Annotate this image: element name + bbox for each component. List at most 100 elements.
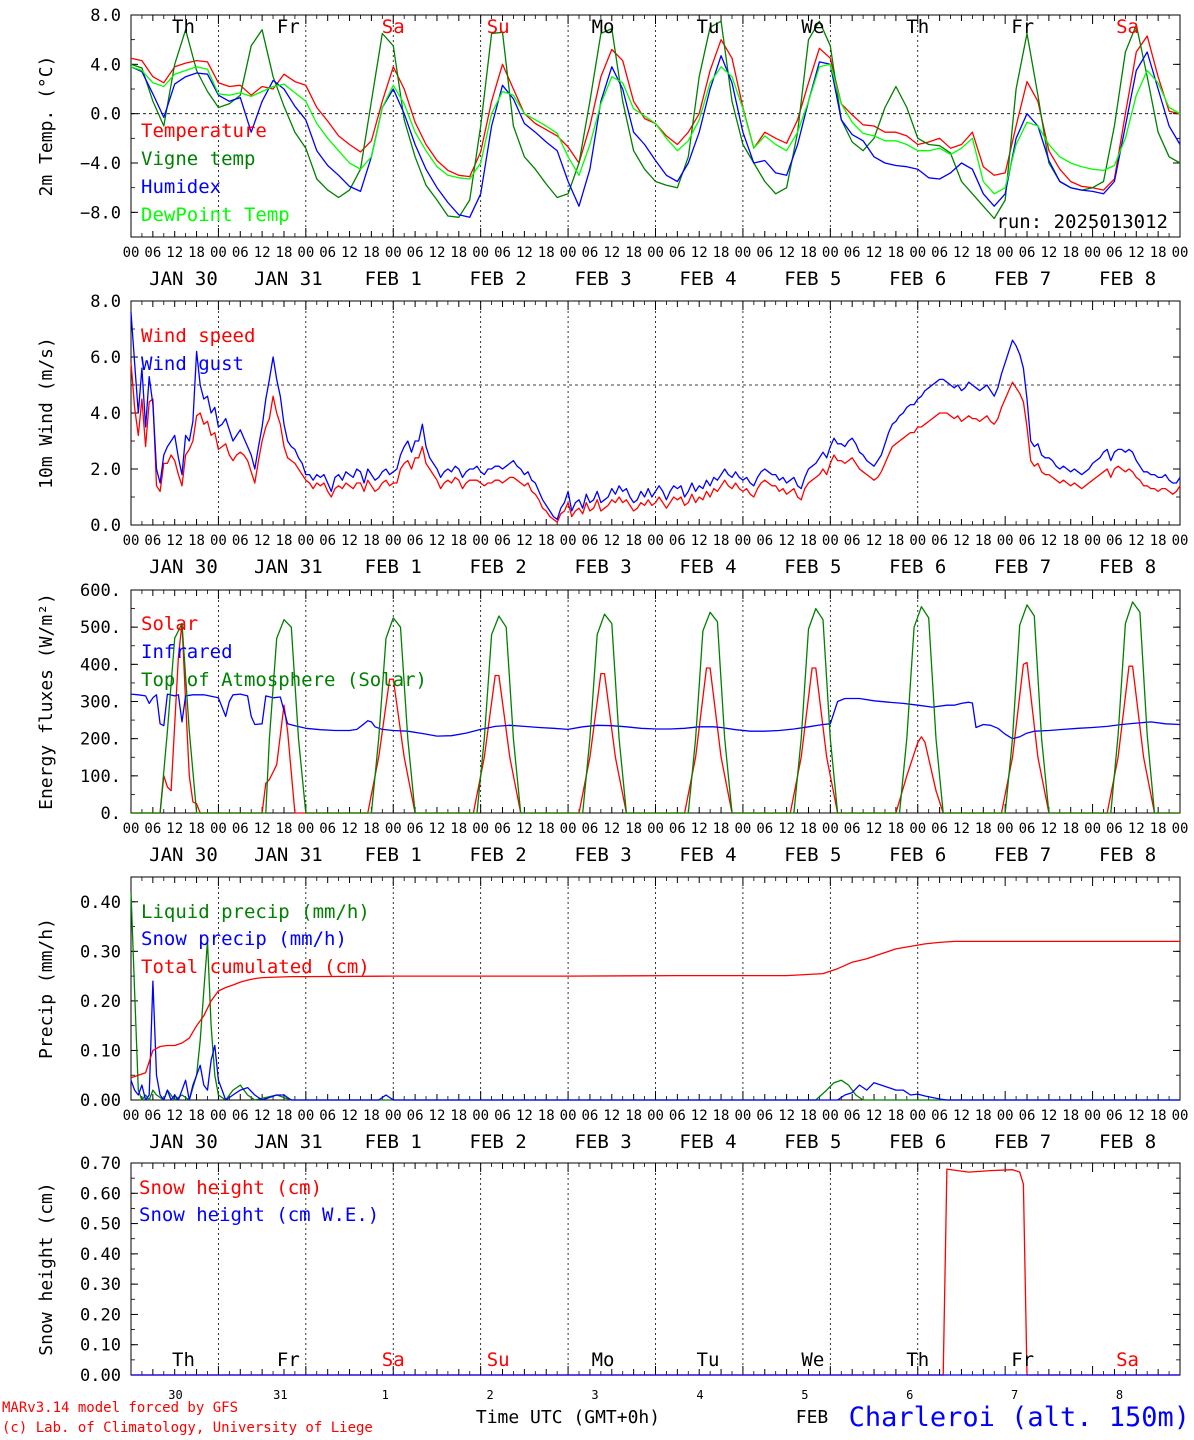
legend-entry: Solar: [141, 613, 198, 635]
x-hour-label: 06: [582, 1108, 599, 1124]
x-date-label: FEB 2: [470, 556, 527, 578]
x-date-label: JAN 31: [254, 1131, 323, 1153]
x-hour-label: 00: [734, 821, 751, 837]
x-hour-label: 12: [254, 821, 271, 837]
x-hour-label: 12: [603, 533, 620, 549]
x-hour-label: 18: [188, 1108, 205, 1124]
x-hour-label: 18: [1062, 533, 1079, 549]
y-axis-label: Precip (mm/h): [36, 918, 57, 1059]
x-hour-label: 12: [516, 533, 533, 549]
x-hour-label: 00: [647, 245, 664, 261]
y-tick-label: 8.0: [90, 292, 121, 312]
day-of-week-label: Tu: [697, 16, 720, 38]
x-date-label: JAN 30: [149, 1131, 218, 1153]
month-label: FEB: [796, 1407, 829, 1428]
x-hour-label: 12: [691, 821, 708, 837]
x-hour-label: 00: [822, 533, 839, 549]
x-hour-label: 18: [538, 245, 555, 261]
day-of-week-label: Sa: [382, 1349, 405, 1371]
x-hour-label: 06: [144, 1108, 161, 1124]
x-hour-label: 00: [1084, 245, 1101, 261]
x-date-label: FEB 3: [574, 268, 631, 290]
x-day-number: 7: [1011, 1388, 1018, 1402]
y-axis-label: Energy fluxes (W/m²): [36, 593, 57, 810]
x-hour-label: 00: [822, 245, 839, 261]
y-tick-label: 0.0: [90, 516, 121, 536]
x-hour-label: 12: [166, 245, 183, 261]
x-hour-label: 06: [407, 533, 424, 549]
x-date-label: FEB 8: [1099, 1131, 1156, 1153]
y-tick-label: 0.00: [80, 1366, 121, 1386]
x-hour-label: 12: [1128, 821, 1145, 837]
x-hour-label: 12: [1040, 533, 1057, 549]
x-hour-label: 00: [123, 245, 140, 261]
day-of-week-label: Mo: [592, 16, 615, 38]
x-hour-label: 12: [603, 1108, 620, 1124]
x-hour-label: 06: [232, 533, 249, 549]
y-axis-label: 2m Temp. (°C): [36, 56, 57, 197]
x-hour-label: 06: [232, 821, 249, 837]
x-hour-label: 00: [997, 245, 1014, 261]
x-hour-label: 00: [1172, 821, 1189, 837]
x-hour-label: 18: [538, 1108, 555, 1124]
x-day-number: 4: [696, 1388, 703, 1402]
x-hour-label: 00: [560, 533, 577, 549]
x-hour-label: 12: [166, 821, 183, 837]
x-hour-label: 00: [385, 821, 402, 837]
x-hour-label: 06: [582, 533, 599, 549]
x-hour-label: 06: [669, 821, 686, 837]
series-line-infrared: [130, 693, 1181, 740]
day-of-week-label: We: [801, 1349, 824, 1371]
y-tick-label: 0.0: [90, 105, 121, 125]
x-hour-label: 00: [385, 533, 402, 549]
x-hour-label: 06: [1019, 821, 1036, 837]
x-hour-label: 18: [800, 821, 817, 837]
x-hour-label: 00: [734, 1108, 751, 1124]
x-hour-label: 00: [1172, 533, 1189, 549]
x-date-label: FEB 7: [994, 556, 1051, 578]
x-hour-label: 06: [844, 821, 861, 837]
x-hour-label: 18: [450, 1108, 467, 1124]
x-hour-label: 12: [866, 1108, 883, 1124]
x-hour-label: 06: [319, 245, 336, 261]
x-date-label: JAN 30: [149, 844, 218, 866]
x-date-label: FEB 3: [574, 1131, 631, 1153]
x-date-label: FEB 1: [365, 268, 422, 290]
y-tick-label: 0.20: [80, 992, 121, 1012]
x-hour-label: 12: [603, 245, 620, 261]
x-hour-label: 06: [407, 245, 424, 261]
y-axis-label: 10m Wind (m/s): [36, 337, 57, 489]
x-day-number: 3: [591, 1388, 598, 1402]
y-tick-label: 0.00: [80, 1091, 121, 1111]
x-hour-label: 00: [647, 821, 664, 837]
x-date-label: FEB 6: [889, 844, 946, 866]
legend-entry: Wind gust: [141, 353, 244, 375]
series-line-dewpoint-temp: [130, 63, 1181, 195]
y-tick-label: 4.0: [90, 55, 121, 75]
y-tick-label: 0.40: [80, 893, 121, 913]
x-hour-label: 00: [210, 1108, 227, 1124]
x-date-label: FEB 4: [679, 844, 736, 866]
x-hour-label: 12: [341, 245, 358, 261]
x-hour-label: 18: [363, 821, 380, 837]
x-hour-label: 18: [538, 821, 555, 837]
x-hour-label: 18: [188, 533, 205, 549]
x-hour-label: 06: [844, 533, 861, 549]
x-hour-label: 12: [603, 821, 620, 837]
x-hour-label: 06: [669, 245, 686, 261]
x-hour-label: 06: [669, 533, 686, 549]
x-hour-label: 18: [276, 821, 293, 837]
x-day-number: 30: [168, 1388, 182, 1402]
x-hour-label: 18: [887, 245, 904, 261]
x-day-number: 5: [801, 1388, 808, 1402]
x-hour-label: 18: [188, 821, 205, 837]
x-hour-label: 06: [756, 1108, 773, 1124]
x-date-label: FEB 2: [470, 1131, 527, 1153]
x-hour-label: 00: [297, 821, 314, 837]
x-day-number: 8: [1116, 1388, 1123, 1402]
x-hour-label: 06: [1019, 245, 1036, 261]
x-date-label: FEB 5: [784, 1131, 841, 1153]
x-hour-label: 12: [1128, 1108, 1145, 1124]
